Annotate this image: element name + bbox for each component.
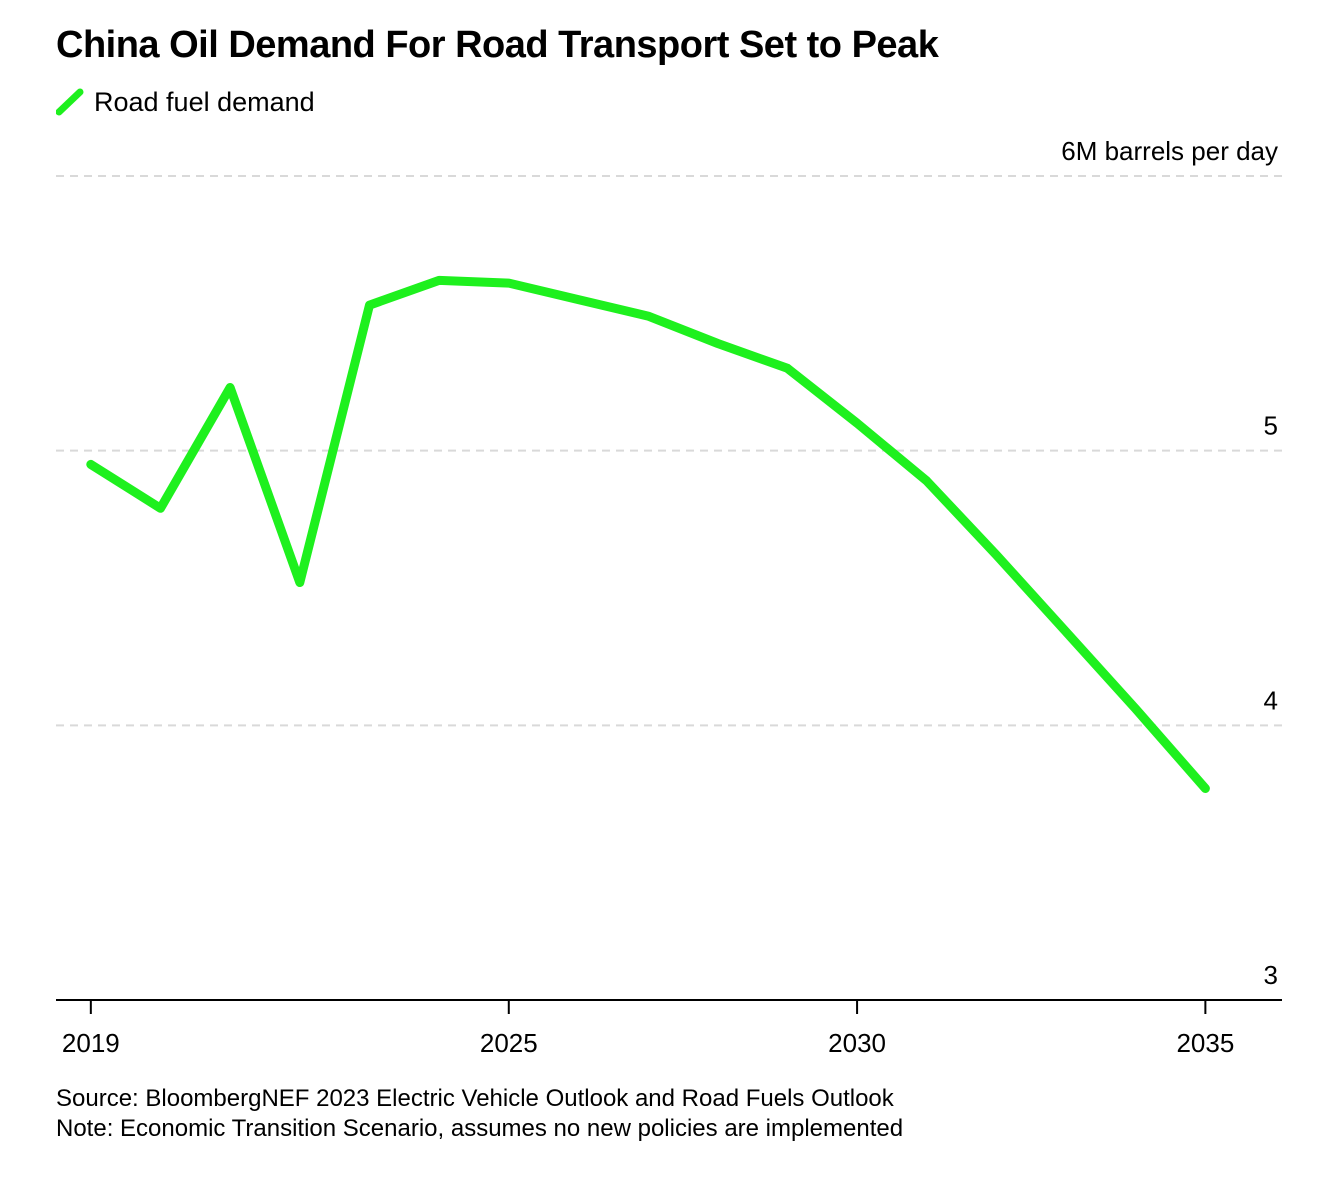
x-tick-label-2035: 2035 [1176, 1028, 1234, 1058]
y-tick-label-3: 3 [1264, 960, 1278, 990]
legend: Road fuel demand [56, 84, 315, 120]
footer: Source: BloombergNEF 2023 Electric Vehic… [56, 1084, 903, 1144]
x-tick-label-2030: 2030 [828, 1028, 886, 1058]
chart-title: China Oil Demand For Road Transport Set … [56, 24, 939, 66]
y-tick-label-5: 5 [1264, 411, 1278, 441]
source-note: Source: BloombergNEF 2023 Electric Vehic… [56, 1085, 894, 1112]
legend-swatch-icon [56, 88, 84, 116]
y-tick-label-4: 4 [1264, 685, 1278, 715]
methodology-note: Note: Economic Transition Scenario, assu… [56, 1115, 904, 1142]
x-tick-label-2019: 2019 [62, 1028, 120, 1058]
legend-label: Road fuel demand [94, 86, 315, 117]
y-tick-label-6: 6M barrels per day [1061, 136, 1278, 166]
series-line-0 [86, 275, 1210, 793]
line-chart: 6M barrels per day 5 4 3 2019 2025 2030 2035 [56, 136, 1282, 1058]
x-tick-label-2025: 2025 [480, 1028, 538, 1058]
